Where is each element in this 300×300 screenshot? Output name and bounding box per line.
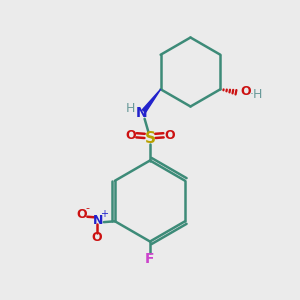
Text: H: H: [125, 102, 135, 116]
Text: O: O: [240, 85, 251, 98]
Text: O: O: [125, 129, 136, 142]
Text: O: O: [76, 208, 87, 221]
Text: ·H: ·H: [250, 88, 263, 100]
Text: +: +: [100, 209, 108, 219]
Text: S: S: [145, 131, 155, 146]
Text: O: O: [164, 129, 175, 142]
Text: -: -: [86, 203, 90, 213]
Polygon shape: [142, 89, 160, 112]
Text: F: F: [145, 252, 155, 266]
Text: N: N: [93, 214, 103, 227]
Text: O: O: [92, 231, 102, 244]
Text: N: N: [136, 106, 147, 120]
